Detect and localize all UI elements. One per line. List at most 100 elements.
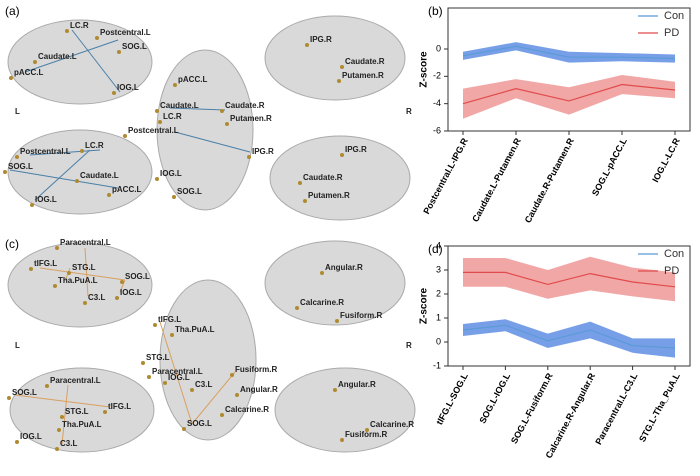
node (141, 361, 145, 365)
legend-label: PD (664, 265, 679, 277)
connection (9, 169, 119, 189)
connection (84, 247, 89, 297)
node (340, 438, 344, 442)
panel-label: (b) (428, 4, 443, 18)
node (230, 373, 234, 377)
x-tick-label: IOG.L-LC.R (650, 136, 682, 184)
node (155, 109, 159, 113)
x-tick-label: SOG.L-Fusiform.R (509, 371, 555, 445)
region-label: LC.R (70, 21, 89, 30)
region-label: Caudate.R (303, 173, 343, 182)
connection (191, 371, 236, 425)
panel-label: (c) (5, 237, 19, 251)
brain (274, 367, 416, 453)
x-tick-label: Paracentral.L-C3.L (593, 371, 639, 446)
x-tick-label: tIFG.L-SOG.L (434, 371, 470, 426)
region-label: Tha.PuA.L (62, 420, 102, 429)
node (220, 413, 224, 417)
x-tick-label: SOG.L-pACC.L (590, 136, 629, 198)
connection (159, 321, 193, 425)
region-label: Angular.R (240, 385, 278, 394)
node (158, 120, 162, 124)
brain (264, 240, 406, 326)
region-label: Postcentral.L (100, 28, 151, 37)
region-label: pACC.L (112, 185, 141, 194)
node (305, 43, 309, 47)
node (173, 83, 177, 87)
node (67, 271, 71, 275)
node (83, 301, 87, 305)
region-label: Putamen.R (308, 191, 350, 200)
hemisphere-label: R (406, 341, 412, 350)
region-label: SOG.L (125, 272, 150, 281)
region-label: IOG.L (160, 169, 182, 178)
node (117, 50, 121, 54)
node (247, 155, 251, 159)
x-tick-label: Postcentral.L-IPG.R (421, 136, 470, 216)
node (225, 122, 229, 126)
node (320, 271, 324, 275)
node (9, 76, 13, 80)
node (95, 36, 99, 40)
region-label: IOG.L (168, 373, 190, 382)
x-tick-label: Calcarine.R-Angular.R (544, 371, 598, 460)
region-label: tIFG.L (34, 259, 57, 268)
node (153, 323, 157, 327)
region-label: SOG.L (122, 42, 147, 51)
region-label: Postcentral.L (128, 126, 179, 135)
region-label: SOG.L (12, 388, 37, 397)
region-label: Paracentral.L (152, 367, 203, 376)
region-label: C3.L (88, 293, 105, 302)
node (55, 447, 59, 451)
node (60, 415, 64, 419)
x-tick-label: Caudate.R-Putamen.R (523, 136, 576, 225)
panel-label: (a) (5, 4, 20, 18)
region-label: pACC.L (178, 75, 207, 84)
hemisphere-label: L (15, 341, 20, 350)
region-label: SOG.L (8, 162, 33, 171)
region-label: Caudate.L (38, 52, 77, 61)
region-label: Calcarine.R (225, 405, 269, 414)
connection (24, 39, 119, 73)
region-label: Calcarine.R (300, 298, 344, 307)
connection (14, 394, 111, 408)
error-band (463, 42, 675, 63)
region-label: IPG.R (252, 147, 274, 156)
series-line (462, 83, 676, 105)
brain (264, 15, 406, 101)
node (7, 396, 11, 400)
hemisphere-label: L (15, 107, 20, 116)
node (29, 267, 33, 271)
error-band (463, 74, 675, 119)
region-label: IOG.L (117, 83, 139, 92)
y-tick-label: 1 (436, 312, 441, 322)
region-label: pACC.L (14, 68, 43, 77)
region-label: IOG.L (20, 432, 42, 441)
region-label: Postcentral.L (20, 147, 71, 156)
y-tick-label: -4 (433, 98, 441, 108)
node (15, 440, 19, 444)
brain (7, 129, 153, 215)
y-tick-label: 0 (436, 43, 441, 53)
region-label: IPG.R (310, 35, 332, 44)
node (80, 149, 84, 153)
region-label: Caudate.L (160, 101, 199, 110)
series-line (462, 324, 676, 349)
region-label: Angular.R (338, 380, 376, 389)
region-label: Putamen.R (342, 71, 384, 80)
node (303, 199, 307, 203)
node (163, 381, 167, 385)
region-label: IPG.R (345, 145, 367, 154)
brain (9, 367, 155, 453)
region-label: Caudate.R (225, 101, 265, 110)
connection (119, 279, 126, 293)
y-tick-label: 2 (436, 288, 441, 298)
region-label: tIFG.L (108, 402, 131, 411)
connection (29, 149, 101, 156)
node (182, 427, 186, 431)
legend-label: PD (664, 27, 679, 39)
node (45, 384, 49, 388)
error-band (463, 319, 675, 358)
node (340, 153, 344, 157)
region-label: Tha.PuA.L (58, 276, 98, 285)
